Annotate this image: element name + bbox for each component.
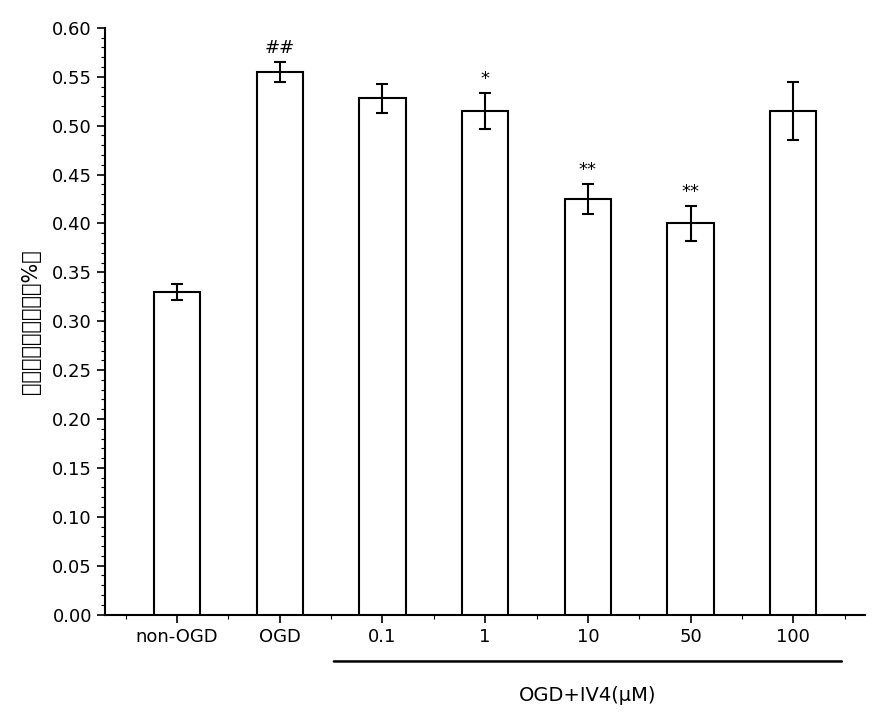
Bar <box>360 98 406 614</box>
Bar <box>257 71 303 614</box>
Bar <box>667 223 714 614</box>
Y-axis label: 乳酸脇氧酶漏出率（%）: 乳酸脇氧酶漏出率（%） <box>21 249 41 393</box>
Text: ##: ## <box>265 39 295 57</box>
Bar <box>564 199 611 614</box>
Text: **: ** <box>579 162 597 179</box>
Text: OGD+IV4(μM): OGD+IV4(μM) <box>519 686 657 705</box>
Text: *: * <box>480 71 490 89</box>
Bar <box>462 111 509 614</box>
Bar <box>770 111 816 614</box>
Bar <box>154 292 200 614</box>
Text: **: ** <box>681 183 700 201</box>
